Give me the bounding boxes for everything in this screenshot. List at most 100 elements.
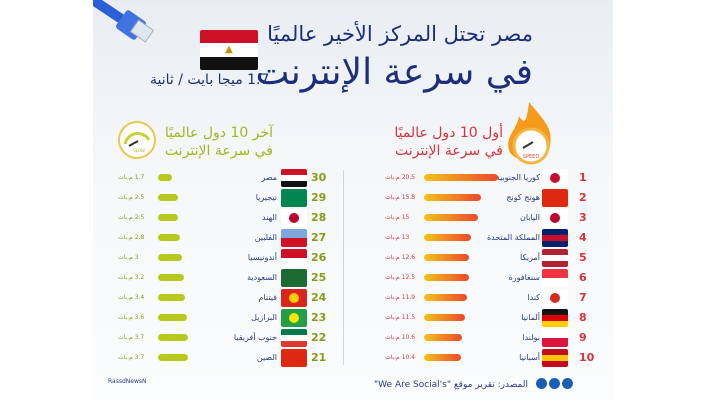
country-row: 6 سنغافورة 12.5 م.بات (93, 268, 613, 288)
country-row: 3 اليابان 15 م.بات (93, 208, 613, 228)
speed-bar (424, 294, 467, 301)
country-row: 28 الهند 2.5 م.بات (93, 208, 613, 228)
speed-value: 3 م.بات (118, 254, 139, 261)
rank-number: 9 (579, 331, 587, 344)
speed-value: 1.7 م.بات (118, 174, 145, 181)
speed-bar (158, 214, 178, 221)
speed-bar (158, 354, 188, 361)
country-row: 5 أمريكا 12.6 م.بات (93, 248, 613, 268)
country-name: جنوب أفريقيا (233, 333, 277, 342)
speed-value: 12.6 م.بات (385, 254, 416, 261)
top-heading-line1: أول 10 دول عالميًا (394, 125, 503, 141)
rank-number: 25 (311, 271, 327, 284)
speed-value: 3.6 م.بات (118, 314, 145, 321)
country-name: سنغافورة (508, 273, 540, 282)
flag-icon (281, 229, 307, 247)
country-name: أسبانيا (519, 353, 540, 362)
country-name: مصر (261, 173, 277, 182)
country-name: كوريا الجنوبية (495, 173, 540, 182)
rank-number: 22 (311, 331, 327, 344)
source-text: المصدر: تقرير موقع "We Are Social's" (374, 380, 528, 390)
flag-icon (281, 349, 307, 367)
speed-bar (424, 234, 471, 241)
flag-icon (542, 289, 568, 307)
speed-value: 10.6 م.بات (385, 334, 416, 341)
speed-bar (158, 254, 182, 261)
speed-bar (424, 174, 498, 181)
speed-bar (424, 334, 463, 341)
country-name: الفلبين (254, 233, 277, 242)
speed-bar (424, 274, 469, 281)
country-row: 24 فيتنام 3.4 م.بات (93, 288, 613, 308)
country-row: 23 البرازيل 3.6 م.بات (93, 308, 613, 328)
speed-bar (424, 314, 466, 321)
rank-number: 21 (311, 351, 327, 364)
speed-value: 3.7 م.بات (118, 334, 145, 341)
flag-icon (281, 189, 307, 207)
speed-bar (424, 354, 462, 361)
country-row: 21 الصين 3.7 م.بات (93, 348, 613, 368)
country-name: الهند (262, 213, 277, 222)
country-name: فيتنام (258, 293, 277, 302)
speed-bar (158, 274, 184, 281)
speed-value: 3.7 م.بات (118, 354, 145, 361)
flag-icon (281, 309, 307, 327)
flag-icon (542, 269, 568, 287)
rank-number: 7 (579, 291, 587, 304)
country-name: المملكة المتحدة (486, 233, 540, 242)
speed-value: 20.5 م.بات (385, 174, 416, 181)
country-name: هونج كونج (506, 193, 540, 202)
speed-value: 11.9 م.بات (385, 294, 416, 301)
flag-icon (281, 169, 307, 187)
speed-gauge-fire-icon: SPEED (508, 102, 551, 165)
bottom-heading-line1: آخر 10 دول عالميًا (164, 125, 273, 141)
top-heading: أول 10 دول عالميًا في سرعة الإنترنت (394, 124, 503, 160)
speed-bar (158, 174, 172, 181)
rank-number: 26 (311, 251, 327, 264)
speed-value: 11.5 م.بات (385, 314, 416, 321)
flag-icon (542, 309, 568, 327)
country-row: 8 ألمانيا 11.5 م.بات (93, 308, 613, 328)
speed-value: 2.5 م.بات (118, 194, 145, 201)
speed-bar (424, 214, 478, 221)
country-name: السعودية (247, 273, 277, 282)
flag-icon (542, 349, 568, 367)
speed-value: 3.2 م.بات (118, 274, 145, 281)
speed-gauge-label: SPEED (523, 154, 540, 160)
speed-bar (158, 194, 178, 201)
rank-number: 1 (579, 171, 587, 184)
country-name: بولندا (522, 333, 540, 342)
title-line2: في سرعة الإنترنت (255, 52, 533, 93)
brand-logo: RassdNewsN (108, 378, 147, 385)
rank-number: 28 (311, 211, 327, 224)
speed-value: 15 م.بات (385, 214, 410, 221)
country-name: اليابان (519, 213, 540, 222)
country-name: ألمانيا (521, 313, 540, 322)
speed-value: 2.5 م.بات (118, 214, 145, 221)
country-row: 4 المملكة المتحدة 13 م.بات (93, 228, 613, 248)
rank-number: 27 (311, 231, 327, 244)
rank-number: 3 (579, 211, 587, 224)
country-name: كندا (527, 293, 540, 302)
speed-bar (158, 334, 188, 341)
country-row: 7 كندا 11.9 م.بات (93, 288, 613, 308)
egypt-flag: ▲ (200, 30, 258, 70)
country-name: الصين (256, 353, 277, 362)
country-row: 22 جنوب أفريقيا 3.7 م.بات (93, 328, 613, 348)
speed-value: 15.8 م.بات (385, 194, 416, 201)
country-name: البرازيل (251, 313, 277, 322)
flag-icon (281, 329, 307, 347)
country-row: 27 الفلبين 2.8 م.بات (93, 228, 613, 248)
speed-value: 3.4 م.بات (118, 294, 145, 301)
slow-gauge-label: SLOW (133, 148, 145, 153)
speed-bar (158, 294, 186, 301)
site-logo (536, 378, 573, 389)
country-name: أندونيسيا (247, 253, 277, 262)
flag-icon (542, 169, 568, 187)
rank-number: 10 (579, 351, 595, 364)
bottom-heading: آخر 10 دول عالميًا في سرعة الإنترنت (165, 124, 273, 160)
flag-icon (281, 249, 307, 267)
country-row: 29 نيجيريا 2.5 م.بات (93, 188, 613, 208)
flag-icon (542, 329, 568, 347)
speed-value: 2.8 م.بات (118, 234, 145, 241)
